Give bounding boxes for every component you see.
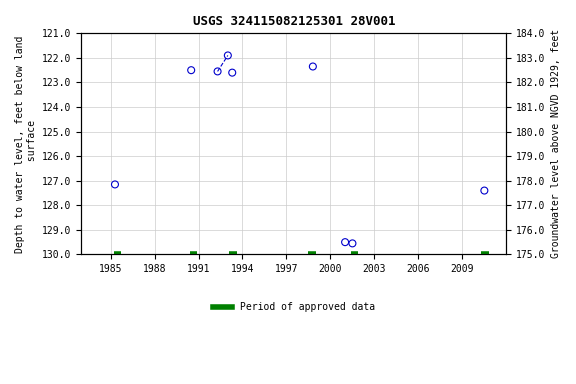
Y-axis label: Groundwater level above NGVD 1929, feet: Groundwater level above NGVD 1929, feet [551, 29, 561, 258]
Y-axis label: Depth to water level, feet below land
 surface: Depth to water level, feet below land su… [15, 35, 37, 253]
Title: USGS 324115082125301 28V001: USGS 324115082125301 28V001 [192, 15, 395, 28]
Point [187, 67, 196, 73]
Point [308, 63, 317, 70]
Point [228, 70, 237, 76]
Point [348, 240, 357, 247]
Legend: Period of approved data: Period of approved data [209, 298, 379, 316]
Point [480, 187, 489, 194]
Point [340, 239, 350, 245]
Point [213, 68, 222, 74]
Point [223, 52, 233, 58]
Point [111, 181, 120, 187]
